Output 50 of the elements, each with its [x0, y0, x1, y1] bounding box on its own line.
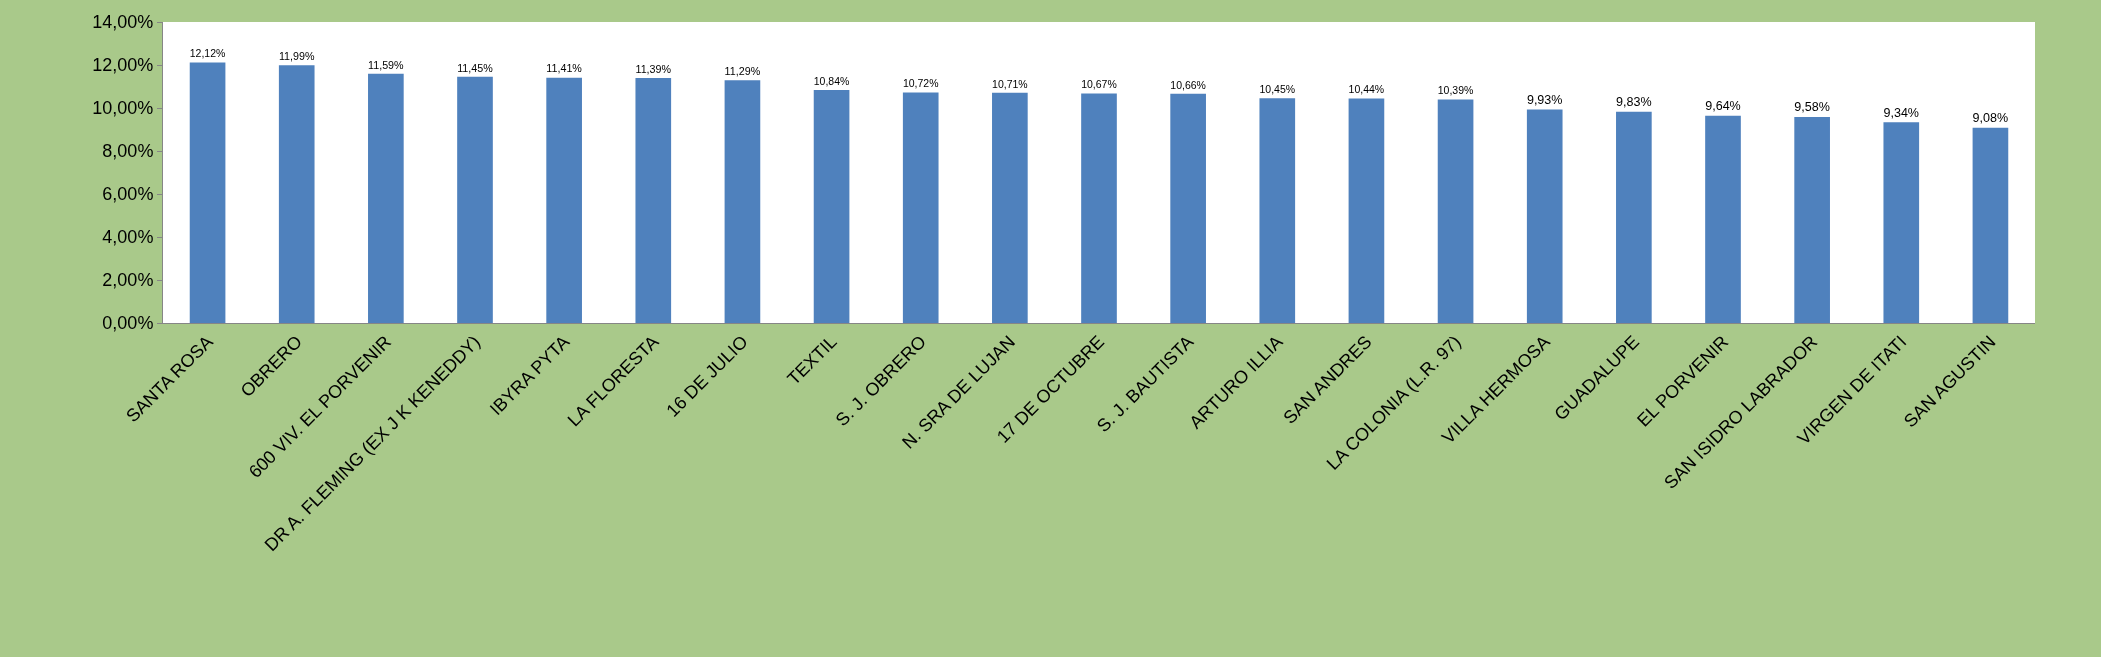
bar: [1883, 122, 1920, 323]
data-label: 10,66%: [1170, 79, 1206, 91]
y-tick-label: 10,00%: [92, 98, 154, 119]
bar: [813, 89, 850, 323]
bar: [1348, 98, 1385, 323]
bar: [189, 62, 226, 323]
y-tick-label: 2,00%: [102, 270, 154, 291]
bar: [635, 78, 672, 323]
data-label: 10,45%: [1259, 84, 1296, 96]
y-tick-label: 8,00%: [102, 141, 154, 162]
data-label: 9,93%: [1526, 92, 1563, 107]
data-label: 11,29%: [724, 65, 761, 78]
bar: [992, 92, 1028, 323]
data-label: 11,59%: [368, 58, 405, 71]
bar: [1705, 115, 1741, 323]
data-label: 10,84%: [813, 75, 850, 87]
y-tick-label: 0,00%: [102, 313, 154, 334]
y-tick-label: 14,00%: [92, 12, 154, 33]
data-label: 9,64%: [1705, 99, 1741, 114]
data-label: 10,67%: [1081, 79, 1117, 91]
data-label: 9,58%: [1794, 100, 1830, 115]
bar: [1437, 99, 1474, 323]
data-label: 11,99%: [278, 49, 315, 62]
data-label: 9,08%: [1972, 111, 2009, 126]
data-label: 11,41%: [546, 62, 583, 75]
bar: [1972, 127, 2009, 323]
bar: [457, 76, 493, 323]
data-label: 10,39%: [1437, 85, 1474, 97]
bar: [1259, 98, 1296, 323]
data-label: 11,39%: [635, 62, 672, 75]
data-label: 12,12%: [189, 48, 226, 60]
data-label: 11,45%: [457, 61, 494, 74]
bar: [724, 80, 761, 323]
data-label: 9,83%: [1616, 95, 1652, 110]
bar: [278, 65, 315, 323]
bar: [368, 73, 404, 323]
bar: [1616, 111, 1652, 323]
bar: [1794, 117, 1830, 323]
y-tick-label: 12,00%: [92, 55, 154, 76]
data-label: 9,34%: [1883, 105, 1920, 120]
bar: [1170, 93, 1206, 323]
data-label: 10,72%: [902, 78, 939, 90]
bar: [546, 77, 582, 323]
y-tick-label: 6,00%: [102, 184, 154, 205]
bar: [1081, 93, 1117, 323]
y-tick-label: 4,00%: [102, 227, 154, 248]
data-label: 10,44%: [1348, 84, 1385, 96]
data-label: 10,71%: [992, 78, 1028, 90]
bar: [1526, 109, 1563, 323]
bar: [902, 92, 939, 323]
